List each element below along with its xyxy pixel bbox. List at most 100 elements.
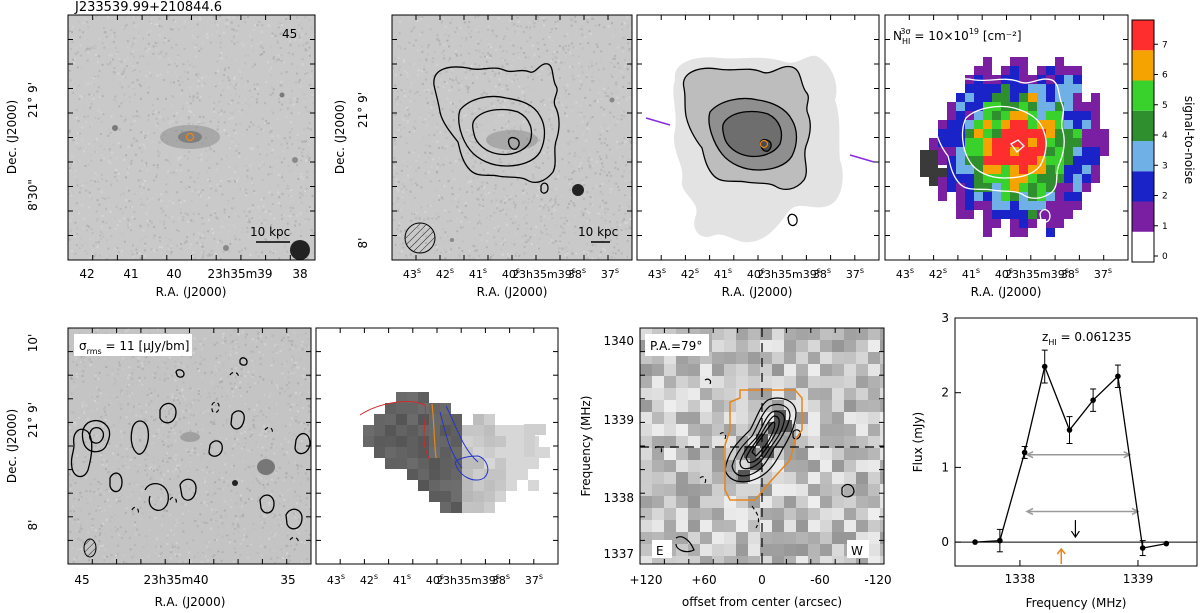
source-id-title: J233539.99+210844.6 xyxy=(74,0,222,15)
colorbar-tick: 3 xyxy=(1162,161,1168,171)
ra-tick: 41s xyxy=(962,266,980,281)
ra-tick: 43s xyxy=(896,266,914,281)
ra-tick: 23h35m39 xyxy=(207,267,272,281)
offset-tick: +120 xyxy=(630,573,663,587)
data-point xyxy=(972,539,978,545)
ra-tick: 40s xyxy=(995,266,1013,281)
data-point xyxy=(1139,545,1146,551)
dec-axis-title-2: Dec. (J2000) xyxy=(333,100,347,174)
ra-tick: 42s xyxy=(681,266,699,281)
scale-bar-label: 10 kpc xyxy=(250,225,290,239)
sigma-rms-label: σrms = 11 [μJy/bm] xyxy=(79,339,189,356)
ra-tick: 41 xyxy=(123,267,138,281)
position-angle-label: P.A.=79° xyxy=(650,339,702,353)
ra-tick: 43s xyxy=(403,266,421,281)
ra-tick: 38s xyxy=(813,266,831,281)
pv-ylabel: Frequency (MHz) xyxy=(579,396,593,497)
ra-tick: 41s xyxy=(393,572,411,587)
data-point xyxy=(1115,373,1121,380)
flux-tick: 3 xyxy=(941,311,949,325)
offset-tick: -60 xyxy=(810,573,830,587)
colorbar-tick: 2 xyxy=(1162,192,1168,202)
panel-number: 45 xyxy=(282,27,297,41)
ra-tick: 37s xyxy=(846,266,864,281)
ra-tick: 38s xyxy=(568,266,586,281)
frequency-tick: 1340 xyxy=(603,334,634,348)
panel-pv-diagram xyxy=(640,328,884,564)
pv-contours xyxy=(675,378,855,553)
major-axis-line xyxy=(645,117,671,126)
redshift-label: zHI = 0.061235 xyxy=(1042,330,1132,347)
dec-axis-title-5: Dec. (J2000) xyxy=(5,409,19,483)
panel-noise-contours xyxy=(68,328,311,564)
ra-tick: 40s xyxy=(502,266,520,281)
colorbar-tick: 5 xyxy=(1162,101,1168,111)
offset-tick: +60 xyxy=(691,573,716,587)
data-point xyxy=(1163,540,1170,547)
ra-tick: 42s xyxy=(929,266,947,281)
ra-tick: 37s xyxy=(601,266,619,281)
ra-tick: 23h35m39s xyxy=(1005,266,1069,281)
ra-tick: 23h35m39s xyxy=(757,266,821,281)
ra-tick: 35 xyxy=(280,573,295,587)
ra-axis-title-1: R.A. (J2000) xyxy=(156,285,227,299)
ra-tick: 38 xyxy=(292,267,307,281)
data-point xyxy=(1066,427,1073,433)
ra-axis-title-3: R.A. (J2000) xyxy=(722,285,793,299)
axis-labels: Dec. (J2000) R.A. (J2000) 21° 9' 8'30" 4… xyxy=(5,82,1041,609)
ra-tick: 40 xyxy=(166,267,181,281)
data-point xyxy=(1041,363,1048,370)
colorbar-tick: 1 xyxy=(1162,222,1168,232)
dec-tick: 21° 9' xyxy=(356,92,370,128)
mask-outline xyxy=(724,389,803,501)
flux-tick: 0 xyxy=(941,535,949,549)
dec-tick: 8' xyxy=(356,238,370,249)
dec-tick: 10' xyxy=(26,334,40,353)
ra-tick: 23h35m40 xyxy=(143,573,208,587)
ra-tick: 23h35m39s xyxy=(436,572,500,587)
east-label: E xyxy=(656,544,664,558)
colorbar-tick: 6 xyxy=(1162,71,1168,81)
colorbar-tick: 4 xyxy=(1162,131,1168,141)
data-point xyxy=(1090,397,1096,403)
nhi-label: NHI3σ = 10×1019 [cm⁻²] xyxy=(893,27,1022,46)
panel-optical-contours xyxy=(392,15,632,260)
dec-tick: 8' xyxy=(26,520,40,531)
ra-tick: 42 xyxy=(79,267,94,281)
ra-axis-title-4: R.A. (J2000) xyxy=(971,285,1042,299)
ra-tick: 41s xyxy=(469,266,487,281)
beam-ellipse xyxy=(404,222,436,254)
colorbar-label: signal-to-noise xyxy=(1182,96,1196,184)
colorbar-tick: 0 xyxy=(1162,252,1168,262)
dec-axis-title-1: Dec. (J2000) xyxy=(5,100,19,174)
scale-bar-label-2: 10 kpc xyxy=(578,225,618,239)
west-label: W xyxy=(851,544,863,558)
ra-axis-title-2: R.A. (J2000) xyxy=(477,285,548,299)
ra-tick: 37s xyxy=(525,572,543,587)
ra-tick: 43s xyxy=(327,572,345,587)
data-point xyxy=(997,537,1003,544)
ra-tick: 45 xyxy=(74,573,89,587)
panel-optical xyxy=(68,15,315,260)
approaching-contours xyxy=(439,405,489,481)
ra-tick: 40s xyxy=(747,266,765,281)
ra-tick: 37s xyxy=(1094,266,1112,281)
noise-contours xyxy=(70,357,311,530)
colorbar-tick: 7 xyxy=(1162,40,1168,50)
snr-colorbar: 0 1 2 3 4 5 6 7 signal-to-noise xyxy=(1131,19,1196,263)
frequency-tick: 1338 xyxy=(603,491,634,505)
ra-tick: 42s xyxy=(360,572,378,587)
ra-tick: 43s xyxy=(648,266,666,281)
ra-tick: 38s xyxy=(492,572,510,587)
flux-tick: 2 xyxy=(941,386,949,400)
panel-moment-zero xyxy=(637,15,879,260)
panel-snr-map xyxy=(885,15,1128,260)
frequency-tick: 1338 xyxy=(1005,572,1036,586)
optical-noise xyxy=(68,15,315,260)
panel-velocity-field xyxy=(316,328,558,564)
ra-tick: 42s xyxy=(436,266,454,281)
flux-tick: 1 xyxy=(941,460,949,474)
ra-tick: 38s xyxy=(1061,266,1079,281)
